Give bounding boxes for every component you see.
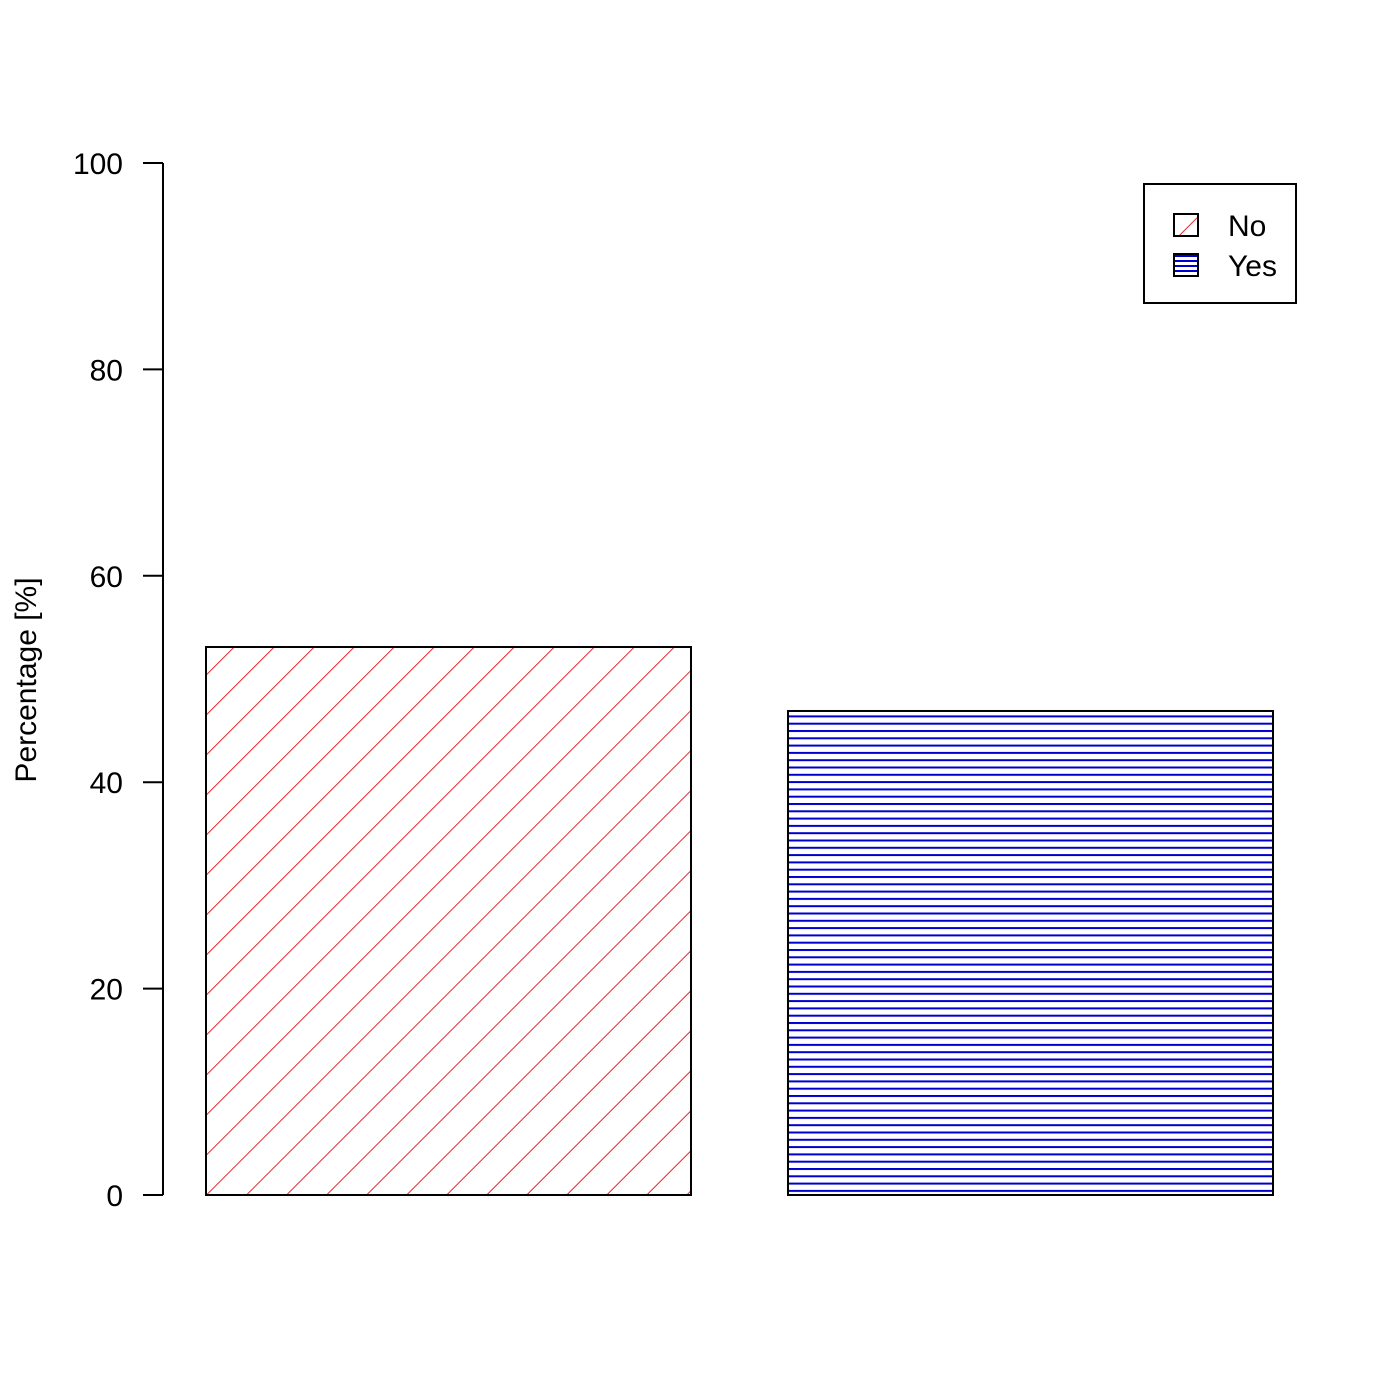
bars [205,646,1274,1196]
y-tick-label-60: 60 [90,561,123,594]
bar-yes [787,709,1274,1196]
y-tick-label-80: 80 [90,354,123,387]
legend-no-swatch [1173,213,1199,237]
legend: No Yes [1143,183,1297,304]
y-axis: 0 20 40 60 80 100 [73,148,164,1213]
bar-yes-fill [788,710,1273,1195]
y-tick-label-100: 100 [73,148,123,181]
legend-yes-swatch [1173,253,1199,277]
y-tick-label-20: 20 [90,974,123,1007]
y-tick-label-0: 0 [106,1180,123,1213]
legend-no-label: No [1228,210,1266,243]
bar-no [205,646,692,1196]
legend-box [1143,183,1297,304]
bar-no-outline [205,646,692,1196]
bar-no-fill [206,647,691,1195]
y-tick-label-40: 40 [90,767,123,800]
legend-no-swatch-fill [1174,214,1198,236]
legend-yes-label: Yes [1228,250,1277,283]
legend-yes-swatch-fill [1174,254,1198,276]
bar-yes-outline [787,709,1274,1196]
y-axis-title: Percentage [%] [10,577,43,782]
